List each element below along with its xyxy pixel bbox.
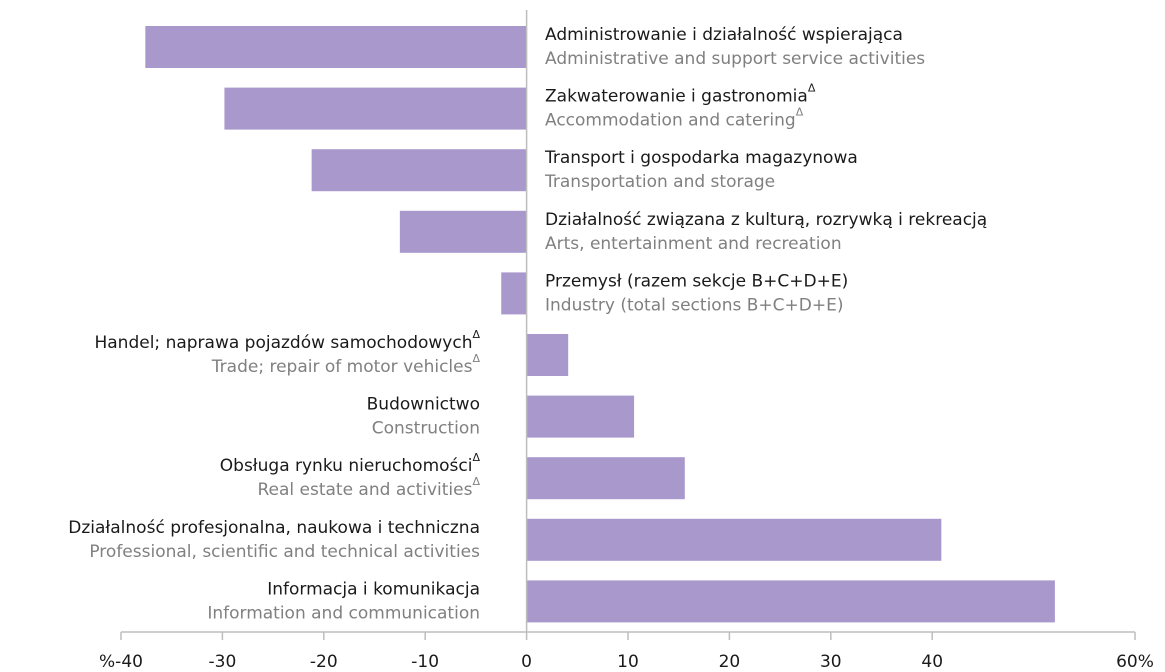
bar (526, 580, 1055, 623)
footnote-mark: Δ (808, 82, 816, 95)
category-label: Trade; repair of motor vehiclesΔ (211, 352, 481, 377)
category-label: Construction (372, 419, 480, 439)
category-label: Professional, scientific and technical a… (89, 542, 480, 562)
label-text: Industry (total sections B+C+D+E) (545, 295, 843, 315)
bar (224, 87, 527, 130)
label-text: Arts, entertainment and recreation (545, 234, 842, 254)
label-text: Zakwaterowanie i gastronomia (545, 87, 808, 107)
category-label: Transportation and storage (544, 172, 775, 192)
label-text: Administrative and support service activ… (545, 49, 925, 69)
label-text: Obsługa rynku nieruchomości (220, 456, 473, 476)
footnote-mark: Δ (472, 352, 480, 365)
category-label: Real estate and activitiesΔ (257, 475, 480, 500)
label-text: Przemysł (razem sekcje B+C+D+E) (545, 271, 848, 291)
x-tick-label: -10 (411, 652, 439, 672)
bar (501, 272, 527, 315)
label-text: Handel; naprawa pojazdów samochodowych (94, 333, 472, 353)
x-tick-label: -30 (209, 652, 237, 672)
x-tick-label: -20 (310, 652, 338, 672)
category-label: Budownictwo (367, 395, 480, 415)
x-tick-label: 0 (521, 652, 532, 672)
label-text: Professional, scientific and technical a… (89, 542, 480, 562)
label-text: Działalność związana z kulturą, rozrywką… (545, 210, 987, 230)
bar (145, 26, 527, 68)
x-tick-label: 30 (820, 652, 842, 672)
x-tick-label: %-40 (99, 652, 143, 672)
bar (399, 210, 527, 253)
category-label: Transport i gospodarka magazynowa (544, 148, 858, 168)
footnote-mark: Δ (472, 451, 480, 464)
label-text: Accommodation and catering (545, 111, 796, 131)
category-label: Administrowanie i działalność wspierając… (545, 25, 903, 45)
label-text: Działalność profesjonalna, naukowa i tec… (68, 518, 480, 538)
label-text: Administrowanie i działalność wspierając… (545, 25, 903, 45)
bar (526, 334, 569, 376)
bar (526, 518, 942, 561)
category-label: Zakwaterowanie i gastronomiaΔ (545, 82, 816, 107)
label-text: Information and communication (207, 603, 480, 623)
category-label: Information and communication (207, 603, 480, 623)
x-tick-label: 10 (617, 652, 639, 672)
category-label: Industry (total sections B+C+D+E) (545, 295, 843, 315)
category-label: Handel; naprawa pojazdów samochodowychΔ (94, 328, 480, 353)
x-tick-label: 20 (719, 652, 741, 672)
footnote-mark: Δ (472, 328, 480, 341)
x-tick-label: 40 (921, 652, 943, 672)
category-label: Obsługa rynku nieruchomościΔ (220, 451, 481, 476)
category-label: Arts, entertainment and recreation (545, 234, 842, 254)
label-text: Budownictwo (367, 395, 480, 415)
bar (311, 149, 527, 192)
label-text: Construction (372, 419, 480, 439)
label-text: Transport i gospodarka magazynowa (544, 148, 858, 168)
label-text: Real estate and activities (257, 480, 472, 500)
category-label: Działalność profesjonalna, naukowa i tec… (68, 518, 480, 538)
label-text: Informacja i komunikacja (267, 579, 480, 599)
footnote-mark: Δ (472, 475, 480, 488)
bar (526, 395, 635, 438)
bar (526, 457, 685, 500)
x-tick-label: 60% (1116, 652, 1154, 672)
category-label: Działalność związana z kulturą, rozrywką… (545, 210, 987, 230)
footnote-mark: Δ (796, 106, 804, 119)
label-text: Transportation and storage (544, 172, 775, 192)
label-text: Trade; repair of motor vehicles (211, 357, 473, 377)
category-label: Informacja i komunikacja (267, 579, 480, 599)
category-label: Administrative and support service activ… (545, 49, 925, 69)
category-label: Accommodation and cateringΔ (545, 106, 804, 131)
category-label: Przemysł (razem sekcje B+C+D+E) (545, 271, 848, 291)
